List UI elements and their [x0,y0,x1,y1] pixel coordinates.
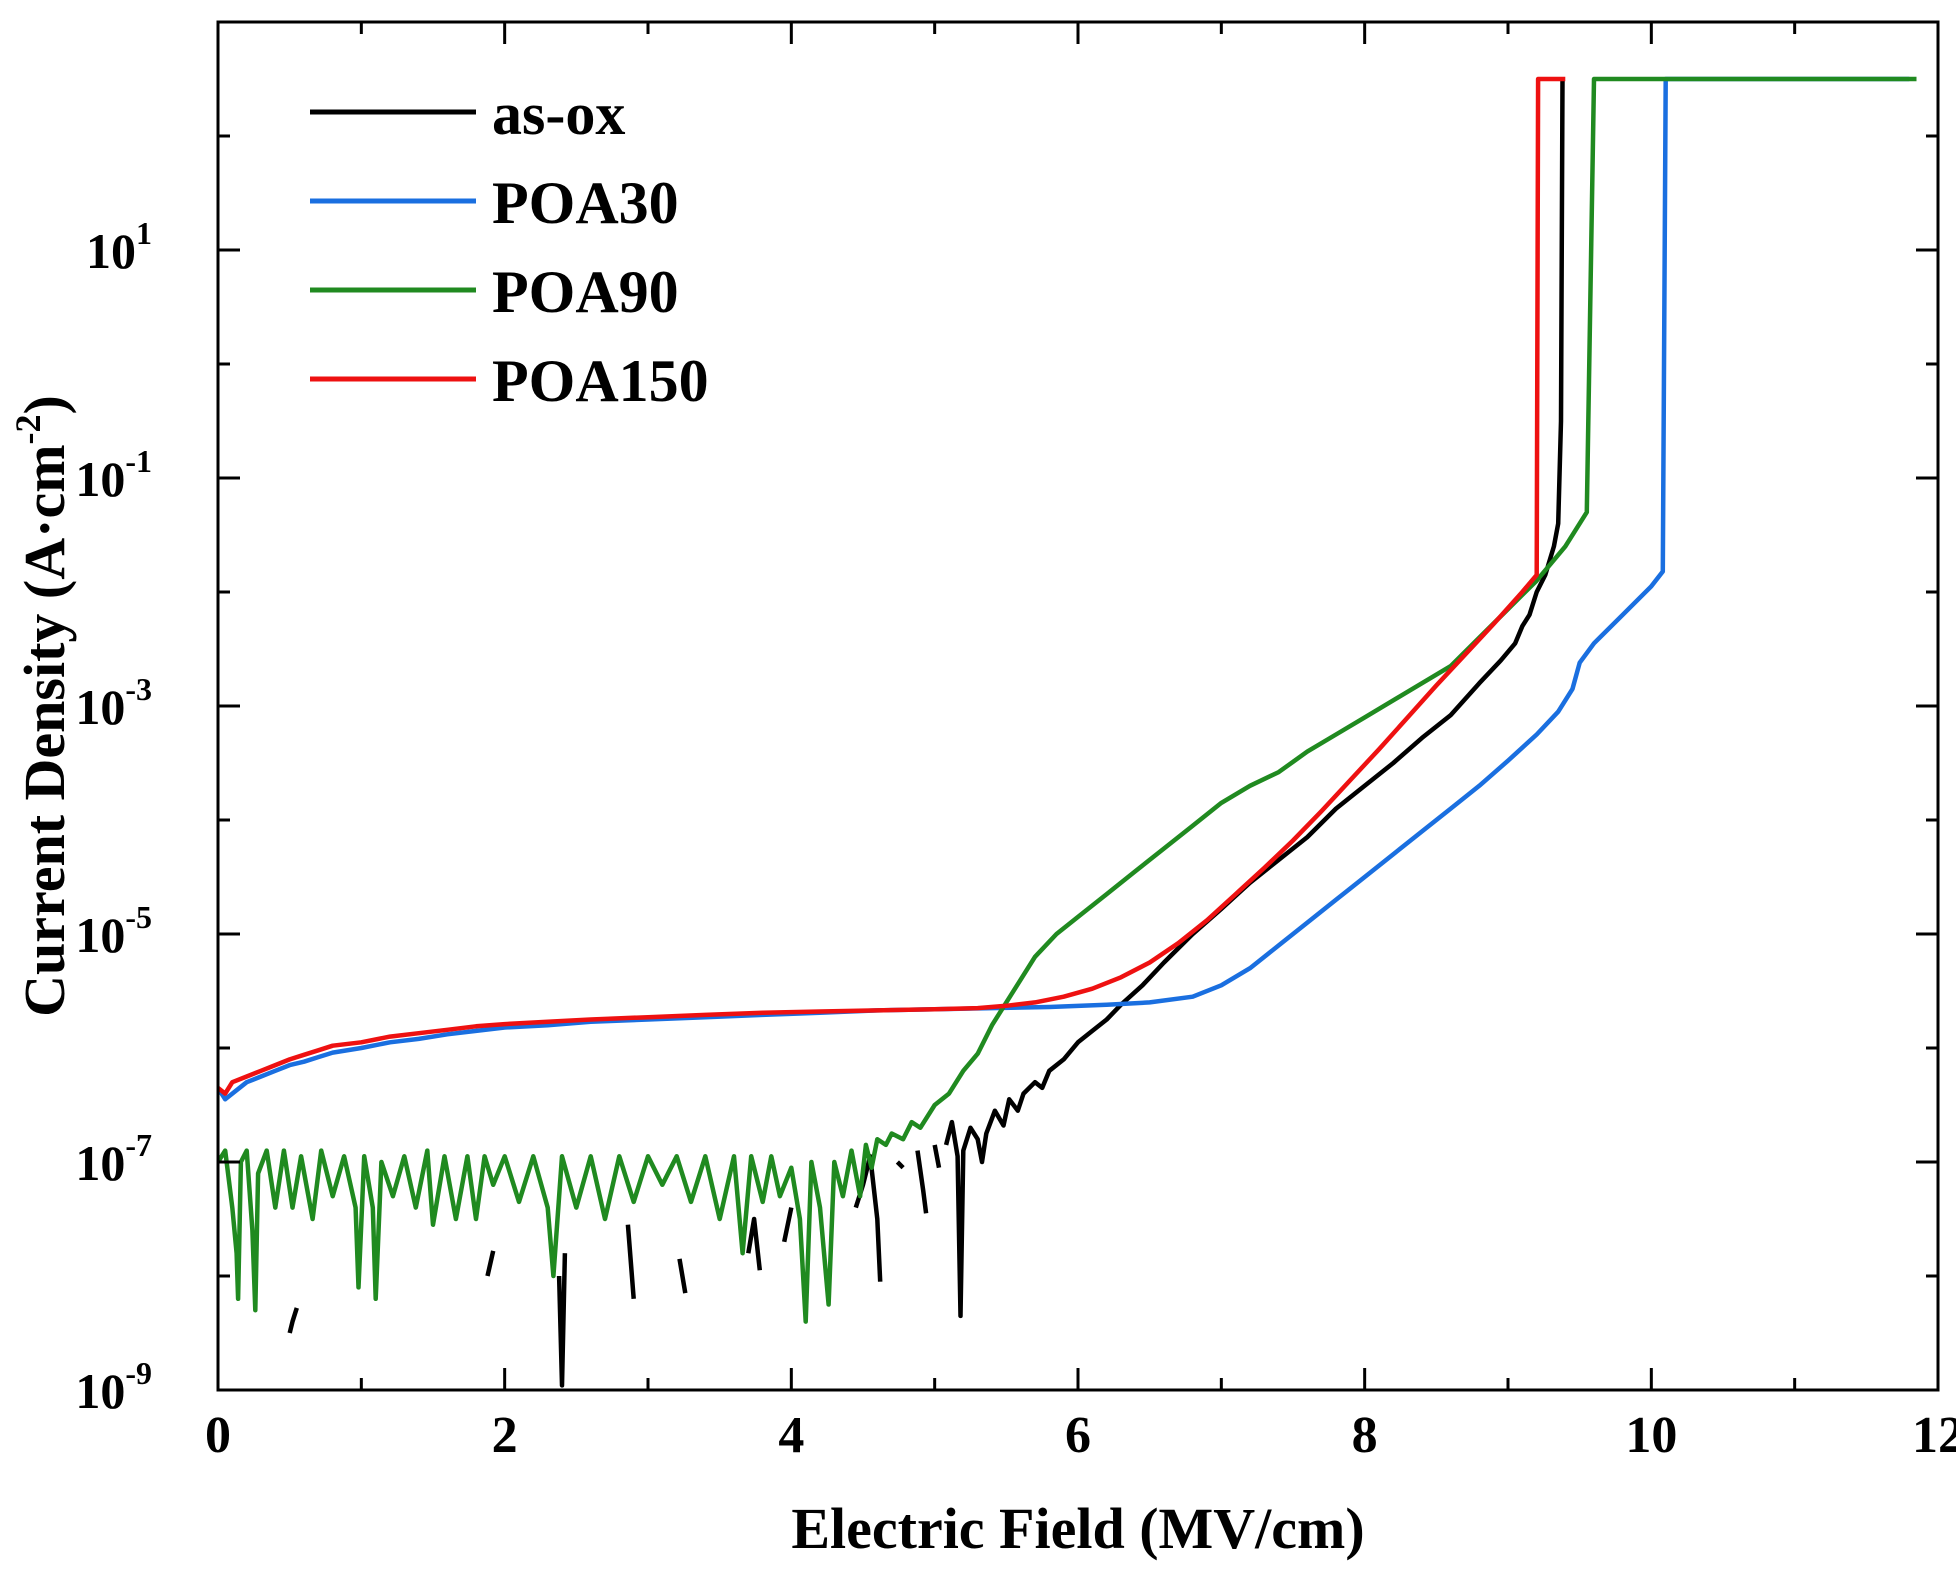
y-tick-base: 10 [75,451,125,507]
x-tick-label: 2 [492,1407,518,1464]
x-axis-label: Electric Field (MV/cm) [791,1496,1364,1561]
y-tick-label: 10-3​ [75,671,152,735]
legend-label-as-ox: as-ox [492,81,625,147]
series-layer [218,76,1917,1388]
y-tick-base: 10 [75,679,125,735]
y-tick-base: 10 [86,223,136,279]
y-tick-label: 101​ [86,215,152,279]
y-tick-label: 10-5​ [75,899,152,963]
y-axis-label-close: ) [12,395,77,414]
series-line-poa90 [218,76,1917,1324]
x-tick-label: 10 [1625,1407,1677,1464]
x-tick-label: 12 [1912,1407,1956,1464]
legend: as-ox POA30 POA90 POA150 [310,81,709,414]
y-axis-label-main: Current Density (A·cm [12,444,77,1016]
series-line-poa150 [218,76,1566,1096]
plot-frame [216,20,1940,1392]
ticks-layer: 0 2 4 6 8 10 12 10-9​ 10-7​ 10-5​ 10-3​ 10-1​ 101​ [75,20,1956,1464]
legend-label-poa30: POA30 [492,170,679,236]
x-tick-label: 8 [1352,1407,1378,1464]
series-line-as-ox [287,78,1565,1388]
x-tick-label: 6 [1065,1407,1091,1464]
y-tick-label: 10-7​ [75,1127,152,1191]
y-tick-exponent: 1 [136,215,152,251]
y-tick-exponent: -7 [125,1127,152,1163]
y-tick-exponent: -5 [125,899,152,935]
y-tick-label: 10-9​ [75,1355,152,1419]
y-axis-label: Current Density (A·cm-2) [8,395,77,1017]
y-tick-exponent: -3 [125,671,152,707]
x-tick-label: 0 [205,1407,231,1464]
series-line-poa30 [218,76,1910,1102]
y-tick-exponent: -1 [125,443,152,479]
y-tick-base: 10 [75,1135,125,1191]
legend-label-poa150: POA150 [492,348,709,414]
y-axis-label-sup: -2 [8,414,48,444]
y-tick-base: 10 [75,907,125,963]
legend-label-poa90: POA90 [492,259,679,325]
y-tick-label: 10-1​ [75,443,152,507]
x-tick-label: 4 [778,1407,804,1464]
y-tick-exponent: -9 [125,1355,152,1391]
y-tick-base: 10 [75,1363,125,1419]
